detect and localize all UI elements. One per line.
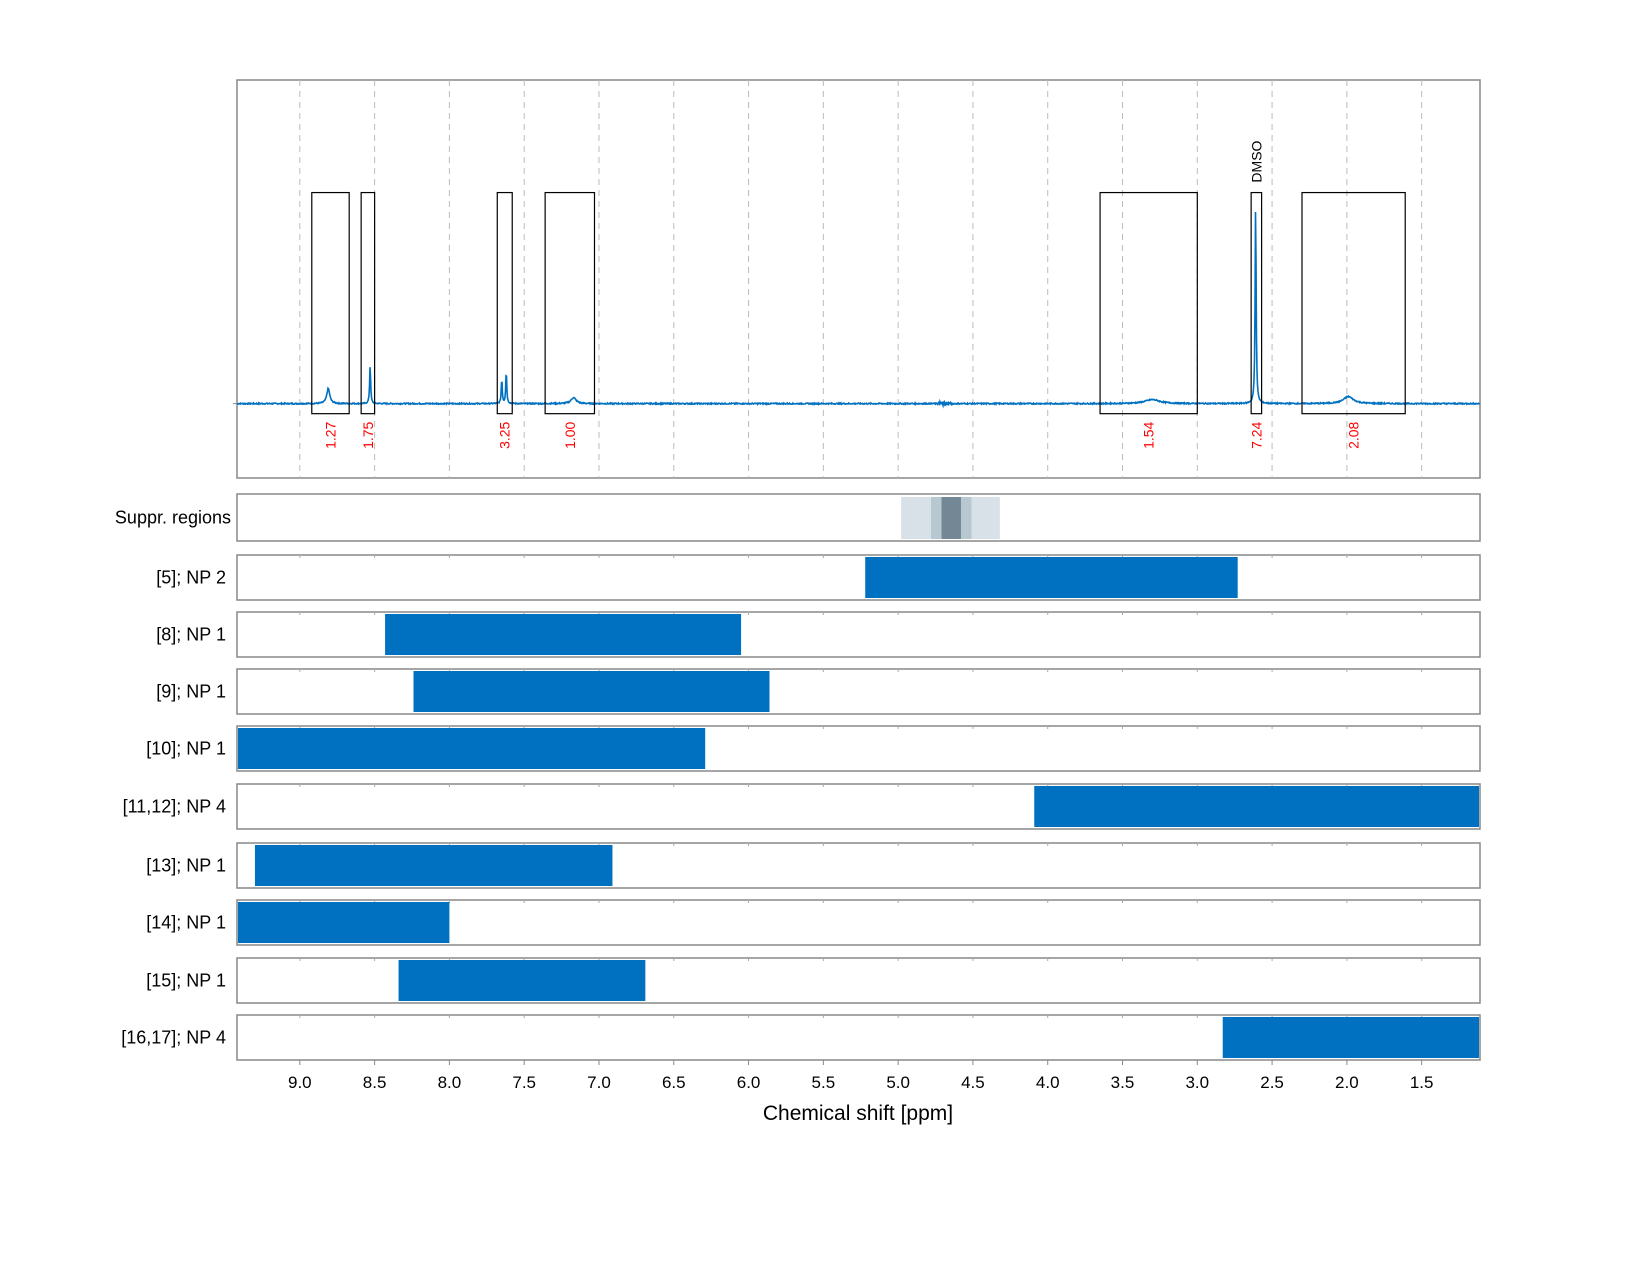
range-row: [11,12]; NP 4: [123, 783, 1481, 830]
row-label: [15]; NP 1: [146, 971, 226, 991]
suppression-band: [941, 497, 961, 539]
row-label: [5]; NP 2: [156, 568, 226, 588]
range-bar: [385, 614, 742, 655]
x-tick-label: 7.5: [512, 1073, 536, 1092]
x-tick-label: 4.5: [961, 1073, 985, 1092]
row-label: [10]; NP 1: [146, 739, 226, 759]
integration-region-box: [1099, 191, 1198, 415]
x-tick-label: 6.5: [662, 1073, 686, 1092]
integration-region-box: [311, 191, 350, 415]
range-row: [13]; NP 1: [146, 842, 1481, 889]
x-tick-label: 9.0: [288, 1073, 312, 1092]
integral-label: 1.00: [562, 421, 578, 448]
x-axis: 9.0 8.5 8.0 7.5 7.0 6.5 6.0 5.5 5.0 4.5 4.0 3.5 3.0 2…: [288, 1060, 1433, 1092]
integration-region-box: [496, 191, 513, 415]
range-row: [5]; NP 2: [156, 554, 1481, 601]
range-bar: [1034, 786, 1479, 827]
range-bar: [238, 902, 450, 943]
suppression-frame: [236, 493, 1481, 542]
range-row: [10]; NP 1: [146, 725, 1481, 772]
range-row: [9]; NP 1: [156, 668, 1481, 715]
row-label: [16,17]; NP 4: [121, 1028, 226, 1048]
x-tick-label: 6.0: [737, 1073, 761, 1092]
range-row: [14]; NP 1: [146, 899, 1481, 946]
x-tick-label: 7.0: [587, 1073, 611, 1092]
range-row: [16,17]; NP 4: [121, 1014, 1481, 1061]
spectrum-frame: [236, 79, 1481, 479]
integral-label: 1.75: [360, 421, 376, 448]
range-bar: [1222, 1017, 1479, 1058]
row-label: [8]; NP 1: [156, 625, 226, 645]
spectrum-line: [236, 212, 1481, 409]
x-tick-label: 3.5: [1111, 1073, 1135, 1092]
integral-label: 7.24: [1248, 421, 1264, 448]
integral-label: 3.25: [497, 421, 513, 448]
x-tick-label: 8.5: [363, 1073, 387, 1092]
x-tick-label: 5.5: [812, 1073, 836, 1092]
range-bar: [413, 671, 770, 712]
range-row: [8]; NP 1: [156, 611, 1481, 658]
x-tick-label: 4.0: [1036, 1073, 1060, 1092]
integral-label: 1.54: [1141, 421, 1157, 448]
x-tick-label: 1.5: [1410, 1073, 1434, 1092]
x-tick-label: 2.0: [1335, 1073, 1359, 1092]
x-tick-label: 3.0: [1185, 1073, 1209, 1092]
row-label: [9]; NP 1: [156, 682, 226, 702]
row-label: [14]; NP 1: [146, 913, 226, 933]
suppression-panel: Suppr. regions: [115, 493, 1481, 542]
integral-label: 2.08: [1346, 421, 1362, 448]
range-rows: [5]; NP 2 [8]; NP 1 [9]; NP 1 [10]; NP 1 [11…: [121, 554, 1481, 1061]
row-label: [11,12]; NP 4: [123, 797, 226, 817]
peak-annotation: DMSO: [1248, 140, 1264, 182]
range-bar: [398, 960, 646, 1001]
x-axis-title: Chemical shift [ppm]: [763, 1102, 953, 1125]
integration-region-box: [1250, 191, 1263, 415]
spectrum-panel: 1.27 1.75 3.25 1.00 1.54 7.24 DMSO 2.08: [233, 79, 1481, 479]
x-tick-label: 8.0: [438, 1073, 462, 1092]
integration-region-box: [544, 191, 596, 415]
row-label: [13]; NP 1: [146, 856, 226, 876]
range-bar: [865, 557, 1238, 598]
x-tick-label: 2.5: [1260, 1073, 1284, 1092]
range-bar: [238, 728, 706, 769]
integral-label: 1.27: [322, 421, 338, 448]
suppression-label: Suppr. regions: [115, 508, 231, 528]
integration-region-box: [1301, 191, 1406, 415]
range-row: [15]; NP 1: [146, 957, 1481, 1004]
row-frame: [236, 554, 1481, 601]
integration-region-box: [360, 191, 376, 415]
x-tick-label: 5.0: [886, 1073, 910, 1092]
range-bar: [254, 845, 613, 886]
